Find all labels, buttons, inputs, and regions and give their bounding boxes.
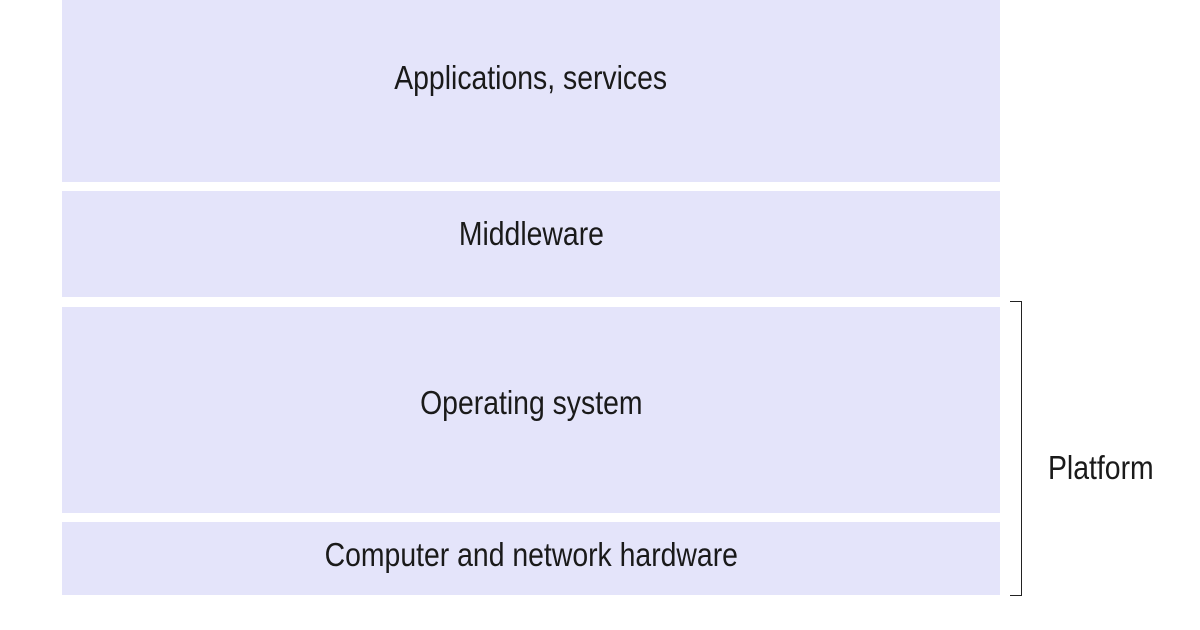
layer-label: Middleware xyxy=(458,215,604,252)
platform-label: Platform xyxy=(1048,449,1154,486)
layer-operating-system: Operating system xyxy=(62,307,1000,513)
layer-applications-services: Applications, services xyxy=(62,0,1000,182)
layer-label: Operating system xyxy=(419,384,643,421)
layer-middleware: Middleware xyxy=(62,191,1000,297)
platform-bracket xyxy=(1010,301,1022,596)
layer-label: Applications, services xyxy=(394,59,668,96)
layer-computer-network-hardware: Computer and network hardware xyxy=(62,522,1000,595)
layer-label: Computer and network hardware xyxy=(324,535,738,573)
